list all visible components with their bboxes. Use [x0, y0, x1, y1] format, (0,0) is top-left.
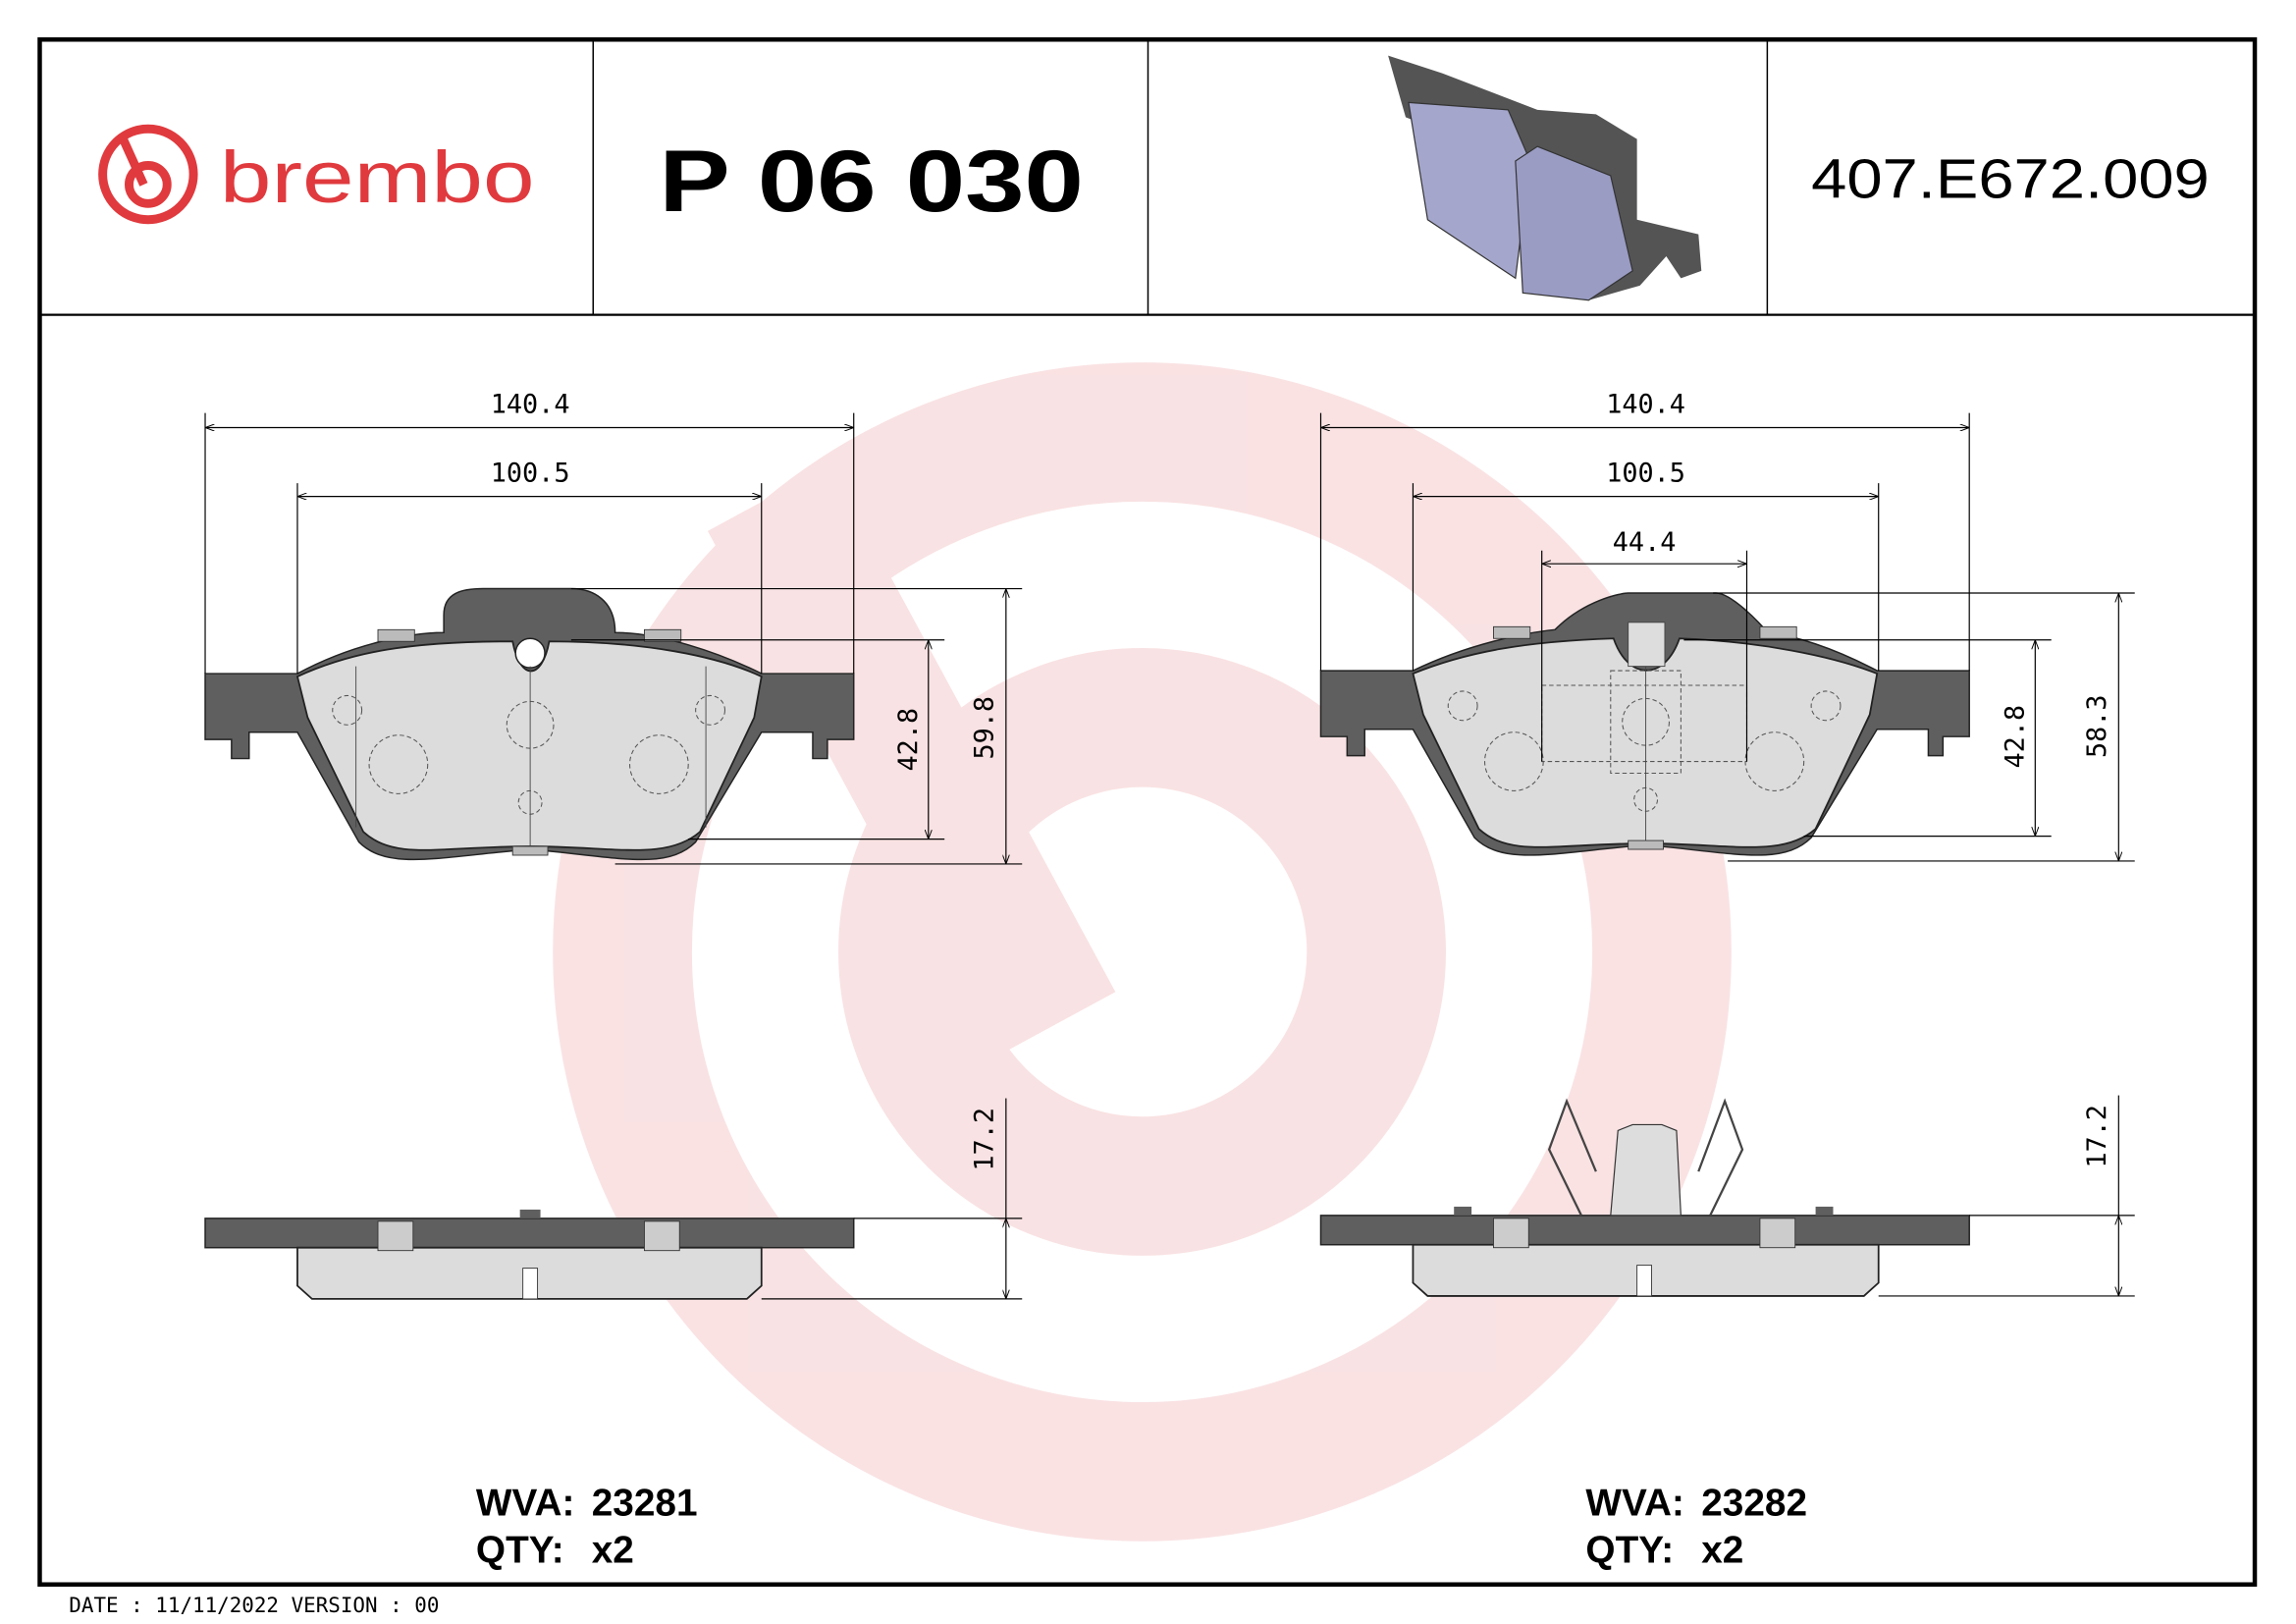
- brake-pad-3d-render: [1388, 55, 1702, 301]
- version-value: 00: [414, 1594, 439, 1617]
- dim-width-friction: 100.5: [1606, 459, 1685, 489]
- left-pad-dimensions: 140.4 100.5 42.8 59.8: [204, 390, 1023, 865]
- brembo-logo: brembo: [98, 124, 535, 225]
- right-pad-side-view: 17.2: [1319, 1095, 2135, 1297]
- left-pad-side-view: 17.2: [204, 1098, 1023, 1300]
- right-pad-front-view: [1319, 592, 1970, 856]
- wva-label: WVA:: [476, 1483, 574, 1525]
- brembo-watermark: [553, 362, 1732, 1542]
- spring-clip: [1547, 1098, 1744, 1217]
- left-pad-front-view: [204, 587, 855, 861]
- dim-height-friction: 42.8: [2000, 705, 2030, 769]
- wva-number: 23282: [1701, 1483, 1807, 1525]
- right-pad-info: WVA: 23282 QTY: x2: [1585, 1483, 1807, 1572]
- qty-value: x2: [1701, 1529, 1743, 1571]
- footer-date-version: DATE : 11/11/2022 VERSION : 00: [69, 1594, 439, 1617]
- version-label: VERSION :: [292, 1594, 402, 1617]
- left-pad-info: WVA: 23281 QTY: x2: [476, 1483, 698, 1572]
- right-pad-dimensions: 140.4 100.5 44.4 42.8 58.3: [1319, 390, 2135, 862]
- qty-label: QTY:: [1585, 1529, 1674, 1571]
- part-number: P 06 030: [659, 132, 1084, 230]
- dim-height-total: 59.8: [969, 696, 999, 760]
- dim-thickness: 17.2: [969, 1108, 999, 1171]
- qty-label: QTY:: [476, 1529, 564, 1571]
- date-value: 11/11/2022: [155, 1594, 279, 1617]
- dim-thickness: 17.2: [2082, 1105, 2112, 1168]
- dim-height-friction: 42.8: [893, 708, 924, 772]
- dim-width-total: 140.4: [1606, 390, 1685, 420]
- qty-value: x2: [592, 1529, 634, 1571]
- date-label: DATE :: [69, 1594, 142, 1617]
- dim-height-total: 58.3: [2082, 694, 2112, 758]
- dim-width-friction: 100.5: [491, 459, 570, 489]
- dim-width-total: 140.4: [491, 390, 570, 420]
- reference-number: 407.E672.009: [1811, 148, 2210, 210]
- wva-label: WVA:: [1585, 1483, 1683, 1525]
- wva-number: 23281: [592, 1483, 698, 1525]
- brand-name: brembo: [220, 135, 535, 218]
- dim-sensor-width: 44.4: [1613, 527, 1677, 558]
